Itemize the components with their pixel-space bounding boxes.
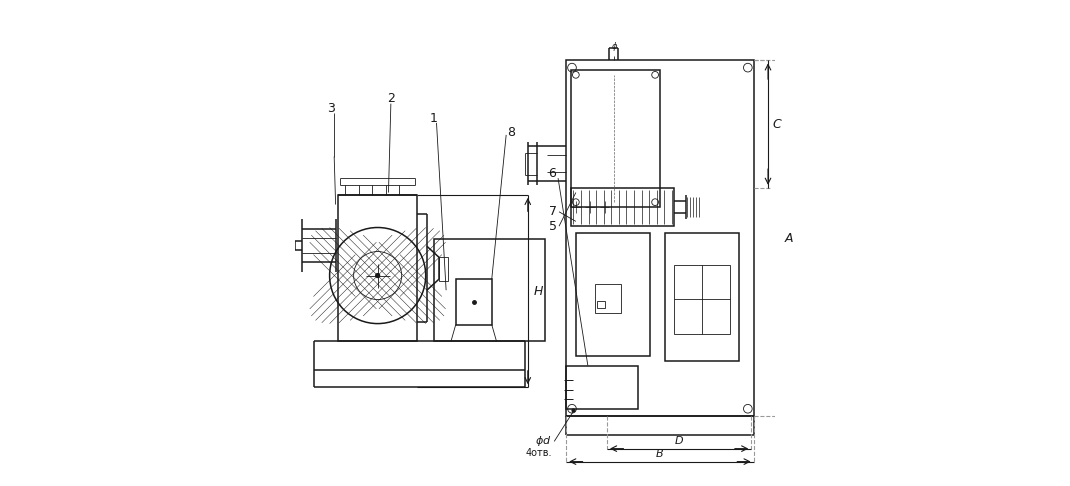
Bar xyxy=(566,365,639,409)
Text: 8: 8 xyxy=(507,126,515,139)
Text: 1: 1 xyxy=(430,112,438,124)
Text: 4отв.: 4отв. xyxy=(525,449,552,458)
Text: 5: 5 xyxy=(549,220,556,233)
Text: H: H xyxy=(534,284,542,297)
Bar xyxy=(338,195,417,342)
Bar xyxy=(456,279,492,325)
Text: 2: 2 xyxy=(387,92,395,105)
Bar xyxy=(566,60,753,416)
Text: 3: 3 xyxy=(326,102,335,115)
Bar xyxy=(664,233,739,361)
Bar xyxy=(434,239,545,342)
Text: B: B xyxy=(656,450,663,459)
Circle shape xyxy=(376,274,380,278)
Bar xyxy=(595,284,622,313)
Text: 7: 7 xyxy=(549,205,556,218)
Text: $\phi$: $\phi$ xyxy=(611,40,617,53)
Text: $\phi d$: $\phi d$ xyxy=(535,434,552,449)
Text: C: C xyxy=(773,118,781,131)
Bar xyxy=(576,233,651,356)
Bar xyxy=(439,257,447,281)
Bar xyxy=(571,188,674,226)
Text: 6: 6 xyxy=(548,167,555,180)
Text: A: A xyxy=(784,232,793,244)
Bar xyxy=(597,301,605,308)
Bar xyxy=(571,70,660,207)
Text: D: D xyxy=(675,436,684,447)
Bar xyxy=(674,264,730,334)
